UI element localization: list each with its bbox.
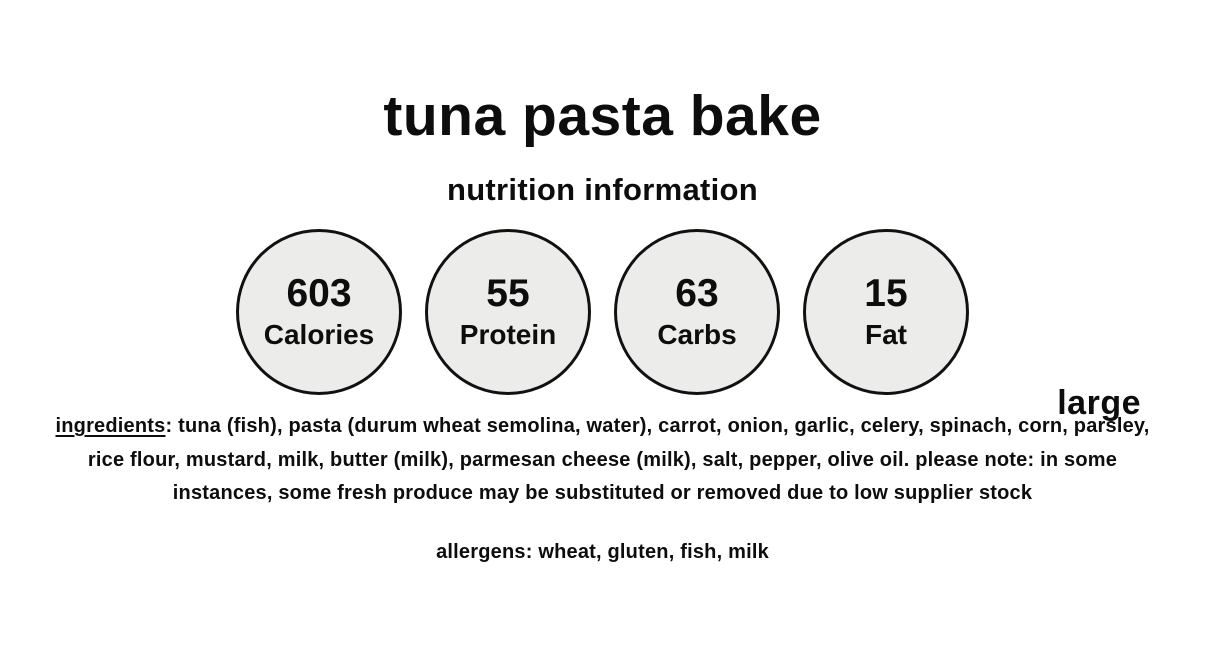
fat-label: Fat [865,318,907,350]
fat-value: 15 [864,271,908,315]
portion-size-label: large [1057,384,1141,422]
carbs-label: Carbs [657,318,737,350]
ingredients-heading: ingredients [55,415,166,437]
ingredients-text: : tuna (fish), pasta (durum wheat semoli… [87,415,1150,504]
nutrition-circles-row: 603 Calories 55 Protein 63 Carbs 15 Fat [0,229,1205,395]
nutrition-circle-calories: 603 Calories [236,229,402,395]
calories-value: 603 [286,271,352,315]
protein-label: Protein [459,318,557,350]
ingredients-paragraph: ingredients: tuna (fish), pasta (durum w… [45,410,1160,511]
allergens-text: allergens: wheat, gluten, fish, milk [436,540,769,563]
nutrition-info-page: tuna pasta bake nutrition information 60… [0,88,1205,650]
nutrition-circle-carbs: 63 Carbs [614,229,780,395]
nutrition-circle-protein: 55 Protein [425,229,591,395]
calories-label: Calories [263,318,375,350]
carbs-value: 63 [675,271,719,315]
nutrition-circle-fat: 15 Fat [803,229,969,395]
page-subtitle: nutrition information [446,172,759,207]
page-title: tuna pasta bake [383,84,822,148]
protein-value: 55 [486,271,530,315]
